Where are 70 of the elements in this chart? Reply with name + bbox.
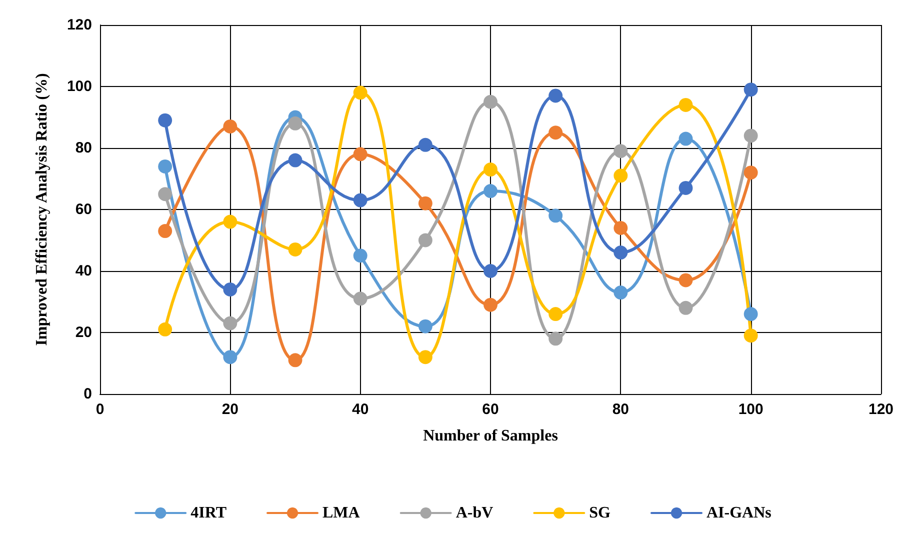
point bbox=[158, 322, 172, 336]
x-tick-label: 80 bbox=[612, 401, 630, 418]
legend-label: 4IRT bbox=[190, 504, 227, 522]
legend-label: AI-GANs bbox=[706, 504, 772, 522]
point bbox=[548, 307, 563, 322]
point bbox=[678, 132, 693, 146]
point bbox=[418, 350, 432, 364]
x-tick-label: 0 bbox=[96, 401, 104, 418]
point bbox=[678, 273, 693, 288]
point bbox=[223, 119, 238, 134]
point bbox=[353, 147, 368, 162]
point bbox=[678, 98, 693, 112]
x-axis-title: Number of Samples bbox=[423, 428, 558, 444]
point bbox=[614, 168, 628, 183]
point bbox=[484, 264, 498, 278]
point bbox=[678, 300, 693, 315]
point bbox=[484, 162, 498, 177]
point bbox=[744, 166, 758, 180]
point bbox=[484, 298, 498, 312]
legend-label: A-bV bbox=[456, 504, 494, 522]
y-tick-label: 20 bbox=[75, 324, 92, 341]
point bbox=[548, 88, 563, 103]
point bbox=[353, 193, 368, 208]
point bbox=[484, 94, 498, 109]
legend-label: LMA bbox=[322, 504, 360, 522]
point bbox=[288, 242, 302, 256]
y-tick-label: 80 bbox=[75, 140, 92, 156]
point bbox=[744, 307, 758, 322]
point bbox=[158, 187, 172, 202]
point bbox=[744, 128, 758, 143]
point bbox=[288, 116, 302, 130]
point bbox=[744, 328, 758, 343]
point bbox=[418, 196, 432, 210]
legend-label: SG bbox=[589, 504, 612, 522]
point bbox=[158, 159, 172, 174]
point bbox=[548, 208, 563, 223]
y-tick-label: 120 bbox=[66, 16, 92, 34]
point bbox=[353, 292, 368, 306]
point bbox=[744, 82, 758, 97]
point bbox=[288, 153, 302, 168]
point bbox=[484, 184, 498, 198]
point bbox=[158, 224, 172, 238]
x-tick-label: 40 bbox=[352, 401, 369, 418]
y-axis-title: Improved Efficiency Analysis Ratio (%) bbox=[34, 73, 50, 346]
point bbox=[353, 248, 368, 263]
point bbox=[288, 353, 302, 368]
x-tick-label: 20 bbox=[222, 401, 239, 418]
point bbox=[223, 316, 238, 330]
point bbox=[678, 180, 693, 195]
point bbox=[418, 319, 432, 334]
y-tick-label: 60 bbox=[75, 201, 92, 218]
point bbox=[614, 286, 628, 300]
point bbox=[614, 220, 628, 235]
point bbox=[418, 233, 432, 248]
point bbox=[614, 246, 628, 260]
y-tick-label: 0 bbox=[84, 386, 92, 402]
point bbox=[353, 86, 368, 100]
point bbox=[614, 144, 628, 158]
point bbox=[223, 282, 238, 296]
x-tick-label: 60 bbox=[482, 401, 499, 418]
x-tick-label: 100 bbox=[738, 401, 764, 418]
point bbox=[418, 138, 432, 152]
point bbox=[548, 126, 563, 140]
y-tick-label: 100 bbox=[66, 78, 92, 95]
x-tick-label: 120 bbox=[868, 401, 894, 418]
point bbox=[223, 214, 238, 229]
point bbox=[223, 350, 238, 364]
y-tick-label: 40 bbox=[75, 262, 92, 280]
point bbox=[158, 113, 172, 128]
point bbox=[548, 332, 563, 346]
